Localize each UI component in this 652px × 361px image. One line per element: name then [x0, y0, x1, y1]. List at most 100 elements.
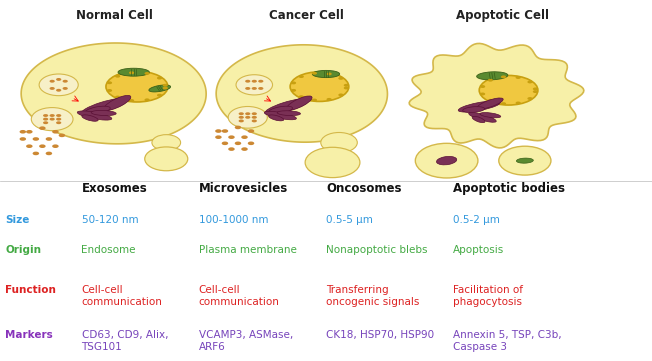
- Circle shape: [56, 114, 61, 117]
- Circle shape: [252, 80, 257, 83]
- Circle shape: [291, 89, 296, 92]
- Circle shape: [56, 118, 61, 121]
- Circle shape: [258, 87, 263, 90]
- Circle shape: [245, 112, 250, 115]
- Circle shape: [299, 95, 304, 98]
- Ellipse shape: [290, 72, 349, 101]
- Circle shape: [56, 121, 61, 124]
- Text: CD63, CD9, Alix,
TSG101: CD63, CD9, Alix, TSG101: [82, 330, 168, 352]
- Ellipse shape: [82, 115, 98, 121]
- Circle shape: [245, 87, 250, 90]
- Circle shape: [115, 75, 120, 78]
- Circle shape: [145, 72, 150, 75]
- Text: Endosome: Endosome: [82, 245, 136, 256]
- Circle shape: [241, 135, 248, 139]
- Circle shape: [26, 130, 33, 134]
- Circle shape: [50, 87, 55, 90]
- Text: Cell-cell
communication: Cell-cell communication: [82, 285, 162, 307]
- Circle shape: [63, 80, 68, 83]
- Ellipse shape: [91, 110, 116, 116]
- Ellipse shape: [286, 96, 312, 110]
- Circle shape: [31, 108, 73, 131]
- Text: Cell-cell
communication: Cell-cell communication: [199, 285, 280, 307]
- Circle shape: [527, 81, 533, 83]
- Circle shape: [516, 101, 521, 104]
- Circle shape: [115, 96, 120, 99]
- Ellipse shape: [269, 115, 284, 121]
- Polygon shape: [216, 45, 387, 142]
- Text: Apoptotic bodies: Apoptotic bodies: [453, 182, 565, 195]
- Circle shape: [252, 87, 257, 90]
- Circle shape: [152, 135, 181, 151]
- Ellipse shape: [477, 72, 508, 80]
- Circle shape: [488, 99, 493, 102]
- Circle shape: [241, 147, 248, 151]
- Text: Microvesicles: Microvesicles: [199, 182, 288, 195]
- Ellipse shape: [312, 70, 340, 78]
- Text: Annexin 5, TSP, C3b,
Caspase 3: Annexin 5, TSP, C3b, Caspase 3: [453, 330, 562, 352]
- Circle shape: [162, 87, 168, 90]
- Circle shape: [215, 129, 222, 133]
- Circle shape: [239, 116, 244, 119]
- Text: Oncosomes: Oncosomes: [326, 182, 402, 195]
- Circle shape: [239, 112, 244, 115]
- Circle shape: [480, 85, 485, 88]
- Circle shape: [43, 121, 48, 124]
- Circle shape: [327, 73, 332, 75]
- Polygon shape: [21, 43, 206, 144]
- Circle shape: [252, 116, 257, 119]
- Ellipse shape: [463, 106, 484, 113]
- Circle shape: [312, 99, 317, 101]
- Ellipse shape: [480, 113, 501, 118]
- Circle shape: [145, 147, 188, 171]
- Ellipse shape: [118, 68, 149, 76]
- Ellipse shape: [277, 111, 301, 116]
- Ellipse shape: [78, 111, 111, 120]
- Circle shape: [299, 75, 304, 78]
- Text: Markers: Markers: [5, 330, 53, 340]
- Circle shape: [533, 90, 538, 93]
- Circle shape: [501, 102, 506, 105]
- Circle shape: [26, 144, 33, 148]
- Ellipse shape: [264, 111, 297, 120]
- Polygon shape: [409, 43, 584, 148]
- Circle shape: [533, 87, 538, 90]
- Circle shape: [63, 87, 68, 90]
- Circle shape: [252, 112, 257, 115]
- Circle shape: [415, 143, 478, 178]
- Circle shape: [327, 98, 332, 101]
- Circle shape: [39, 126, 46, 130]
- Text: Normal Cell: Normal Cell: [76, 9, 153, 22]
- Ellipse shape: [104, 95, 131, 110]
- Text: Plasma membrane: Plasma membrane: [199, 245, 297, 256]
- Circle shape: [107, 81, 112, 84]
- Circle shape: [107, 89, 112, 92]
- Circle shape: [157, 77, 162, 79]
- Circle shape: [145, 99, 150, 101]
- Circle shape: [50, 114, 55, 117]
- Text: CK18, HSP70, HSP90: CK18, HSP70, HSP90: [326, 330, 434, 340]
- Circle shape: [501, 75, 506, 78]
- Text: Transferring
oncogenic signals: Transferring oncogenic signals: [326, 285, 419, 307]
- Ellipse shape: [477, 98, 503, 109]
- Text: Exosomes: Exosomes: [82, 182, 147, 195]
- Circle shape: [480, 92, 485, 95]
- Circle shape: [239, 119, 244, 122]
- Text: Size: Size: [5, 215, 29, 225]
- Circle shape: [235, 142, 241, 145]
- Circle shape: [39, 144, 46, 148]
- Text: Facilitation of
phagocytosis: Facilitation of phagocytosis: [453, 285, 523, 307]
- Circle shape: [50, 118, 55, 121]
- Text: Cancer Cell: Cancer Cell: [269, 9, 344, 22]
- Circle shape: [338, 77, 344, 80]
- Ellipse shape: [149, 85, 171, 92]
- Circle shape: [252, 119, 257, 122]
- Circle shape: [20, 130, 26, 134]
- Ellipse shape: [82, 98, 127, 115]
- Circle shape: [228, 135, 235, 139]
- Ellipse shape: [458, 101, 500, 112]
- Circle shape: [222, 142, 228, 145]
- Text: 0.5-5 μm: 0.5-5 μm: [326, 215, 373, 225]
- Circle shape: [305, 147, 360, 178]
- Text: VCAMP3, ASMase,
ARF6: VCAMP3, ASMase, ARF6: [199, 330, 293, 352]
